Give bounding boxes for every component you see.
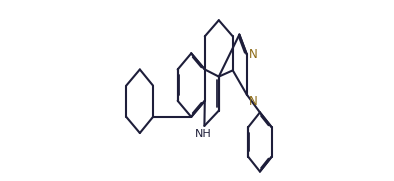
Text: N: N: [249, 48, 257, 61]
Text: N: N: [248, 95, 257, 108]
Text: NH: NH: [195, 129, 212, 139]
